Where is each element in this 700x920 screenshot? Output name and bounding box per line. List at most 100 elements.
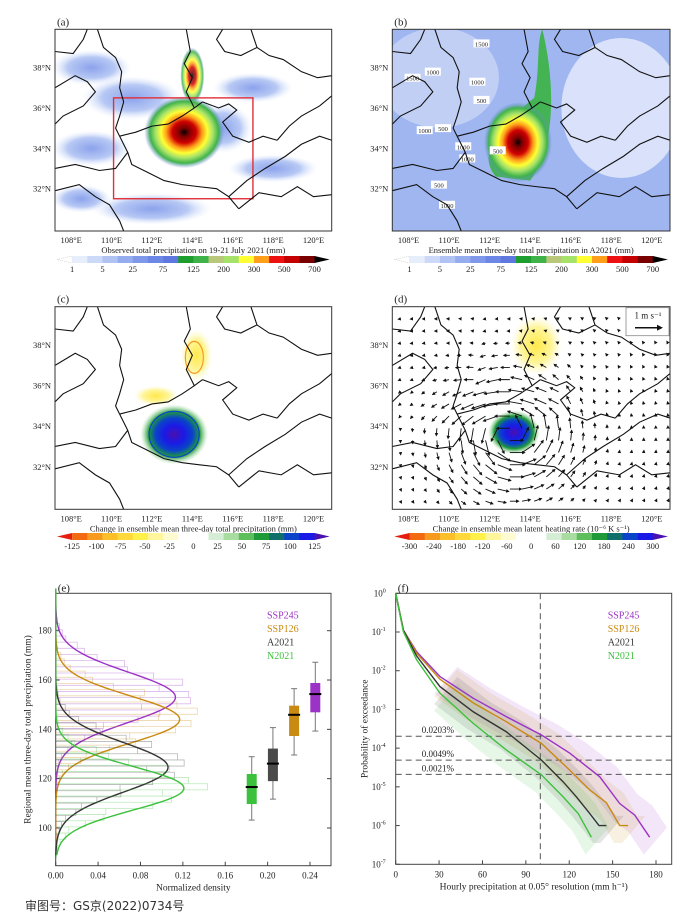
colorbar-segment [238,256,255,263]
wind-vector [617,340,621,345]
colorbar-segment [607,256,623,263]
threshold-label: 0.0203% [422,725,455,735]
wind-vector [469,428,474,444]
x-tick-label: 112°E [141,513,162,523]
colorbar-segment [485,256,502,263]
colorbar-segment [132,533,149,540]
wind-vector [497,452,512,462]
x-tick-label: 60 [478,869,488,879]
wind-vector [542,341,547,345]
wind-vector [580,408,584,417]
colorbar-segment [269,533,285,540]
province-border [183,29,195,109]
contour-label-text: 1000 [426,70,439,77]
wind-vector [605,352,609,357]
legend-entry-A2021: A2021 [267,637,294,648]
colorbar-segment [208,256,224,263]
wind-vector [604,328,609,333]
negative-heating-north [510,315,563,376]
positive-change-core [140,404,209,465]
panel-label: (b) [394,16,407,28]
wind-vector [460,488,468,495]
province-border [183,306,195,386]
wind-vector [566,385,572,393]
colorbar-tick-label: 700 [308,264,321,274]
box-SSP126 [289,705,300,736]
province-border [434,306,462,415]
panel-label: (a) [57,16,70,28]
wind-vector [642,352,646,357]
colorbar-segment [515,256,532,263]
wind-vector [423,499,427,504]
wind-vector [397,390,402,394]
province-border [566,413,670,476]
contour-label: 1000 [424,67,441,77]
colorbar-segment [546,533,562,540]
colorbar-segment [102,256,118,263]
y-tick-label: 160 [38,675,52,685]
contour-label-text: 500 [438,126,448,133]
wind-vector [592,410,597,417]
colorbar-segment [72,533,88,540]
colorbar-segment [576,256,593,263]
x-tick-label: 30 [435,869,445,879]
x-tick-label: 116°E [560,235,581,245]
wind-vector [533,439,544,453]
wind-vector [558,440,564,453]
province-border [228,413,332,476]
colorbar-tick-label: 200 [555,264,568,274]
wind-vector [448,452,453,463]
y-axis-label: Probability of exceedance [360,679,371,778]
colorbar-segment [607,533,623,540]
wind-vector [410,464,415,469]
contour-label: 500 [430,180,447,190]
province-border [392,429,466,450]
wind-vector [410,499,415,504]
colorbar-tick-label: 25 [466,264,475,274]
colorbar-segment [178,256,194,263]
province-border [55,429,129,450]
province-border [202,101,278,143]
colorbar-segment [531,533,547,540]
legend-entry-SSP245: SSP245 [267,610,299,621]
wind-vector [592,353,597,357]
contour-label: 1000 [416,126,433,135]
colorbar-tick-label: -120 [475,541,491,551]
y-tick-label: 34°N [370,421,388,431]
precip-field-blob [228,154,319,183]
wind-vector [570,442,575,453]
colorbar-tick-label: -125 [64,541,80,551]
colorbar-tick-label: -180 [450,541,466,551]
colorbar-segment [269,256,285,263]
contour-label-bg [434,124,451,133]
wind-vector [534,484,545,490]
box-SSP245 [310,682,321,713]
precip-field-light [392,29,499,128]
map-body [55,29,332,231]
wind-vector [582,485,586,490]
wind-vector [579,386,584,393]
y-tick-label: 100 [374,588,386,598]
x-tick-label: 112°E [141,235,162,245]
wind-vector [461,391,474,397]
wind-vector [460,403,474,410]
province-border [576,464,670,488]
x-tick-label: 120°E [641,513,662,523]
wind-vector [617,376,622,381]
y-tick-label: 32°N [33,184,51,194]
wind-vector [641,498,646,503]
province-border [553,29,596,57]
wind-vector [533,455,547,466]
wind-vector [567,317,572,321]
contour-label-text: 1000 [418,128,431,135]
province-border [238,464,332,488]
wind-vector [555,329,560,333]
wind-vector [520,407,535,417]
wind-vector [545,439,554,453]
colorbar-segment [546,256,562,263]
province-border [55,306,88,332]
panel-label: (f) [398,582,409,594]
colorbar-tick-label: 300 [646,541,659,551]
colorbar-tick-label: 0 [191,541,195,551]
colorbar-segment [439,256,456,263]
